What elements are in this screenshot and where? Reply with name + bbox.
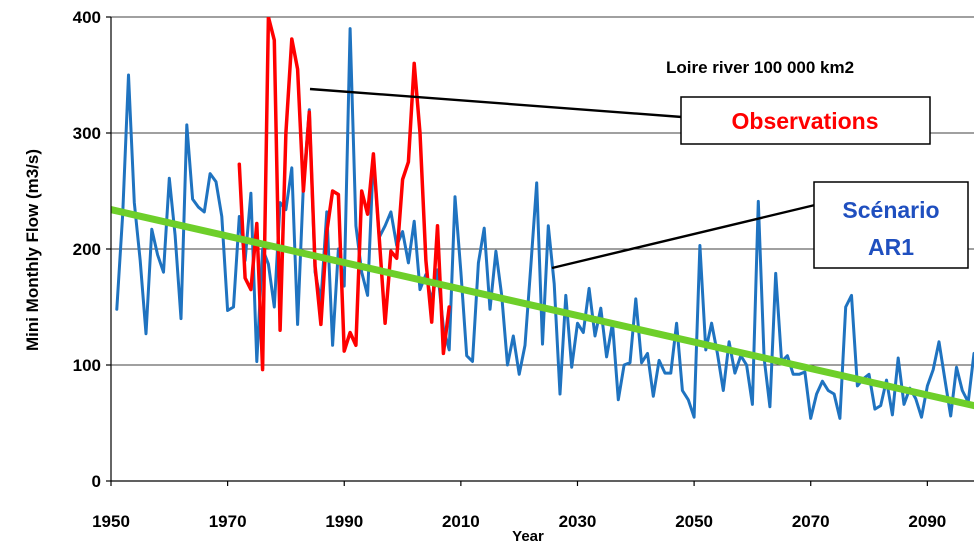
x-tick-label: 1990 [325, 512, 363, 531]
observations-label: Observations [732, 108, 879, 134]
y-axis-title: Mini Monthly Flow (m3/s) [23, 149, 42, 351]
y-tick-label: 100 [73, 356, 101, 375]
scenario-label-line1: Scénario [842, 197, 939, 223]
scenario-label-line2: AR1 [868, 234, 914, 260]
x-tick-label: 2050 [675, 512, 713, 531]
x-tick-label: 2030 [559, 512, 597, 531]
observations-arrow [309, 87, 697, 127]
x-tick-label: 1970 [209, 512, 247, 531]
x-tick-label: 2090 [908, 512, 946, 531]
y-tick-label: 200 [73, 240, 101, 259]
station-annotation: Loire river 100 000 km2 [666, 58, 854, 77]
y-tick-label: 0 [92, 472, 101, 491]
x-axis-title: Year [512, 528, 544, 545]
series-observations [237, 17, 451, 372]
observations-box [680, 96, 931, 145]
series-group [111, 17, 974, 420]
series-trend [111, 206, 974, 410]
x-ticks: 1950 1970 1990 2010 2030 2050 2070 2090 [92, 481, 946, 531]
y-tick-label: 400 [73, 8, 101, 27]
x-tick-label: 2010 [442, 512, 480, 531]
x-tick-label: 1950 [92, 512, 130, 531]
x-tick-label: 2070 [792, 512, 830, 531]
y-ticks: 0 100 200 300 400 [73, 8, 111, 491]
y-tick-label: 300 [73, 124, 101, 143]
scenario-arrow [551, 193, 831, 270]
scenario-box [813, 181, 969, 269]
